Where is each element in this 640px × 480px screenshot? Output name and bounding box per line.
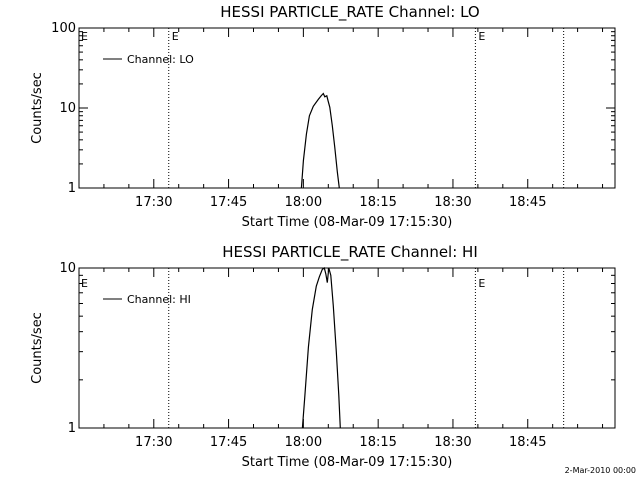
- hi-channel-panel: HESSI PARTICLE_RATE Channel: HI Counts/s…: [30, 243, 616, 470]
- hi-marker-label: E: [478, 277, 485, 290]
- hi-x-axis-label: Start Time (08-Mar-09 17:15:30): [242, 455, 453, 470]
- lo-x-tick-label: 18:45: [509, 195, 546, 210]
- chart-title-lo: HESSI PARTICLE_RATE Channel: LO: [220, 3, 479, 22]
- lo-y-tick-label: 100: [51, 21, 76, 36]
- lo-plot-frame: [78, 27, 616, 189]
- lo-series-line: [300, 92, 340, 189]
- hi-plot-area: [78, 267, 616, 429]
- lo-left-edge-marker: E: [81, 30, 88, 43]
- lo-x-tick-label: 18:00: [285, 195, 322, 210]
- lo-marker-label: E: [478, 30, 485, 43]
- lo-y-axis-label: Counts/sec: [30, 72, 45, 144]
- hi-y-tick-label: 10: [59, 261, 76, 276]
- lo-marker-label: E: [172, 30, 179, 43]
- hi-x-tick-label: 18:15: [359, 435, 396, 450]
- hi-plot-frame: [78, 267, 616, 429]
- lo-channel-panel: HESSI PARTICLE_RATE Channel: LO Counts/s…: [30, 3, 616, 230]
- lo-x-tick-label: 17:45: [210, 195, 247, 210]
- lo-plot-area: [78, 27, 616, 189]
- hi-x-tick-label: 18:30: [434, 435, 471, 450]
- hi-legend-label: Channel: HI: [127, 293, 191, 306]
- hi-series-line: [301, 267, 341, 429]
- lo-y-tick-label: 1: [68, 181, 76, 196]
- footer-timestamp: 2-Mar-2010 00:00: [565, 466, 636, 475]
- hi-x-tick-label: 18:00: [285, 435, 322, 450]
- lo-x-axis-label: Start Time (08-Mar-09 17:15:30): [242, 215, 453, 230]
- lo-legend-label: Channel: LO: [127, 53, 194, 66]
- lo-x-tick-label: 18:15: [359, 195, 396, 210]
- hi-y-axis-label: Counts/sec: [30, 312, 45, 384]
- chart-title-hi: HESSI PARTICLE_RATE Channel: HI: [222, 243, 478, 262]
- hi-x-tick-label: 17:30: [135, 435, 172, 450]
- hi-x-tick-label: 17:45: [210, 435, 247, 450]
- lo-x-tick-label: 17:30: [135, 195, 172, 210]
- lo-x-tick-label: 18:30: [434, 195, 471, 210]
- hi-y-tick-label: 1: [68, 421, 76, 436]
- hi-x-tick-label: 18:45: [509, 435, 546, 450]
- lo-y-tick-label: 10: [59, 101, 76, 116]
- hi-left-edge-marker: E: [81, 277, 88, 290]
